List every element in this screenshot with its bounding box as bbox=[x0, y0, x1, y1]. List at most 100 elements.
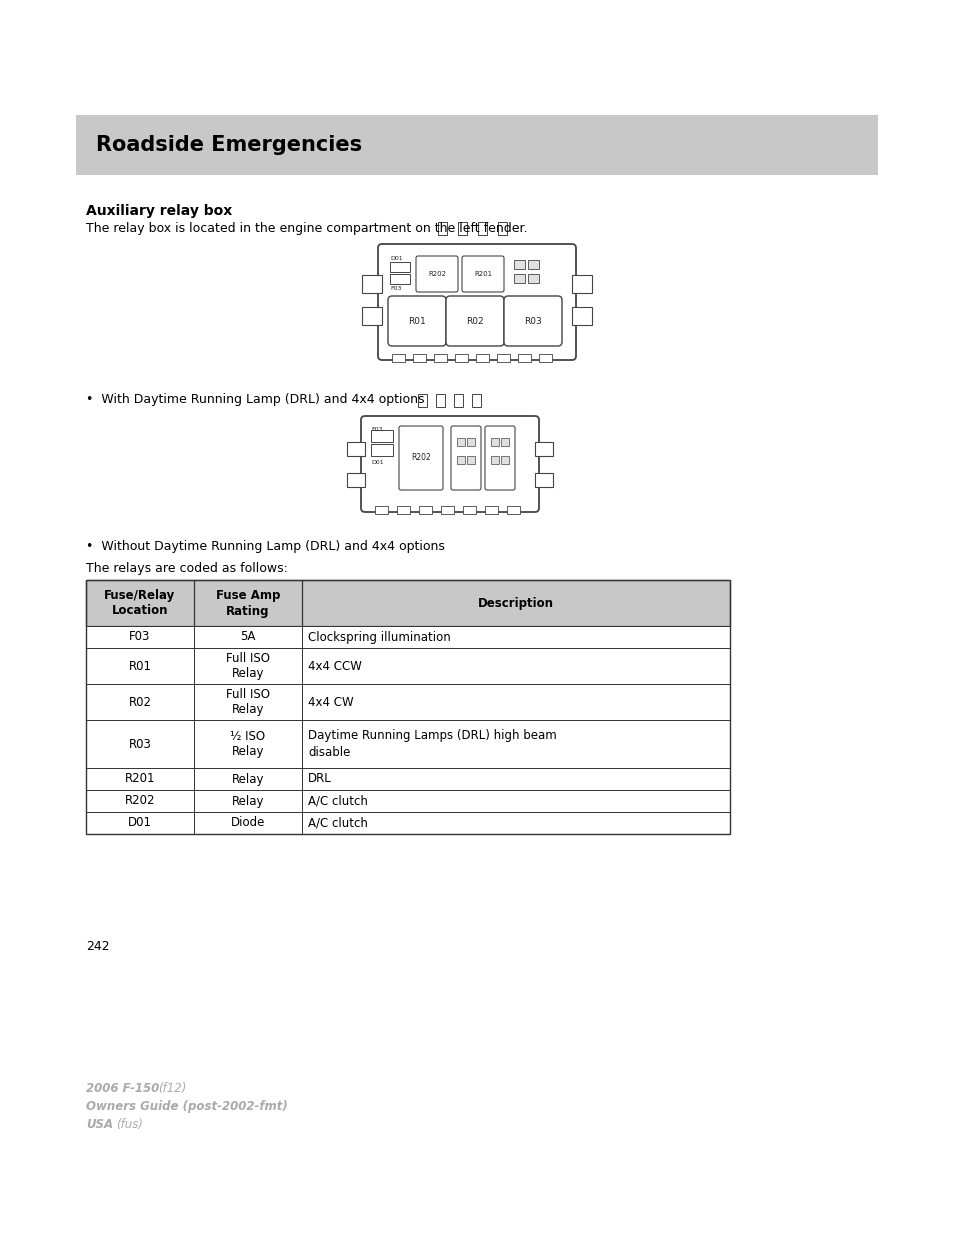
Text: USA: USA bbox=[86, 1118, 113, 1131]
Bar bbox=[484, 506, 497, 514]
Bar bbox=[86, 684, 729, 720]
Text: Owners Guide (post-2002-fmt): Owners Guide (post-2002-fmt) bbox=[86, 1100, 288, 1113]
Bar bbox=[390, 262, 410, 272]
FancyBboxPatch shape bbox=[377, 245, 576, 359]
FancyBboxPatch shape bbox=[446, 296, 503, 346]
Bar bbox=[436, 394, 444, 408]
Bar bbox=[434, 354, 447, 362]
Text: F03: F03 bbox=[371, 427, 382, 432]
FancyBboxPatch shape bbox=[484, 426, 515, 490]
Bar bbox=[361, 275, 381, 293]
Text: R202: R202 bbox=[125, 794, 155, 808]
Text: Relay: Relay bbox=[232, 794, 264, 808]
Bar bbox=[76, 115, 877, 175]
Text: R201: R201 bbox=[474, 270, 492, 277]
Bar bbox=[476, 354, 489, 362]
Bar bbox=[454, 394, 462, 408]
Bar bbox=[456, 438, 464, 446]
Bar bbox=[477, 222, 486, 235]
Bar bbox=[497, 354, 510, 362]
Bar bbox=[86, 720, 729, 768]
Bar bbox=[437, 222, 447, 235]
Text: Full ISO
Relay: Full ISO Relay bbox=[226, 688, 270, 716]
Text: F03: F03 bbox=[130, 631, 151, 643]
Bar bbox=[467, 456, 475, 464]
Bar bbox=[375, 506, 388, 514]
Bar bbox=[527, 274, 538, 283]
Text: 2006 F-150: 2006 F-150 bbox=[86, 1082, 159, 1095]
Bar bbox=[472, 394, 480, 408]
Bar bbox=[86, 790, 729, 811]
Bar bbox=[418, 506, 432, 514]
Text: Relay: Relay bbox=[232, 773, 264, 785]
FancyBboxPatch shape bbox=[360, 416, 538, 513]
Text: 4x4 CW: 4x4 CW bbox=[308, 695, 354, 709]
Bar bbox=[467, 438, 475, 446]
Text: DRL: DRL bbox=[308, 773, 332, 785]
Bar bbox=[506, 506, 519, 514]
Text: R02: R02 bbox=[466, 316, 483, 326]
Text: (f12): (f12) bbox=[158, 1082, 186, 1095]
Text: The relay box is located in the engine compartment on the left fender.: The relay box is located in the engine c… bbox=[86, 222, 527, 235]
Text: •  With Daytime Running Lamp (DRL) and 4x4 options: • With Daytime Running Lamp (DRL) and 4x… bbox=[86, 393, 424, 406]
Text: D01: D01 bbox=[371, 459, 383, 466]
Text: R201: R201 bbox=[125, 773, 155, 785]
Bar bbox=[413, 354, 426, 362]
Bar bbox=[462, 506, 476, 514]
FancyBboxPatch shape bbox=[503, 296, 561, 346]
Bar bbox=[456, 456, 464, 464]
Bar bbox=[497, 222, 506, 235]
Bar bbox=[572, 308, 592, 325]
Bar bbox=[371, 430, 393, 442]
Text: Daytime Running Lamps (DRL) high beam
disable: Daytime Running Lamps (DRL) high beam di… bbox=[308, 730, 557, 758]
Bar bbox=[371, 445, 393, 456]
Text: •  Without Daytime Running Lamp (DRL) and 4x4 options: • Without Daytime Running Lamp (DRL) and… bbox=[86, 540, 444, 553]
Text: Description: Description bbox=[477, 597, 554, 610]
Bar bbox=[396, 506, 410, 514]
FancyBboxPatch shape bbox=[451, 426, 480, 490]
Text: Clockspring illumination: Clockspring illumination bbox=[308, 631, 450, 643]
Text: R01: R01 bbox=[408, 316, 425, 326]
Bar bbox=[417, 394, 427, 408]
Bar bbox=[517, 354, 531, 362]
Bar bbox=[500, 456, 509, 464]
Text: D01: D01 bbox=[128, 816, 152, 830]
Text: 242: 242 bbox=[86, 940, 110, 953]
Bar bbox=[500, 438, 509, 446]
Text: R02: R02 bbox=[129, 695, 152, 709]
Text: The relays are coded as follows:: The relays are coded as follows: bbox=[86, 562, 288, 576]
Text: Diode: Diode bbox=[231, 816, 265, 830]
Bar bbox=[491, 438, 498, 446]
Text: ½ ISO
Relay: ½ ISO Relay bbox=[231, 730, 265, 758]
Text: Fuse Amp
Rating: Fuse Amp Rating bbox=[215, 589, 280, 618]
Bar bbox=[527, 261, 538, 269]
Bar bbox=[535, 473, 553, 487]
Bar bbox=[457, 222, 467, 235]
Text: R202: R202 bbox=[428, 270, 446, 277]
Bar bbox=[390, 274, 410, 284]
Text: (fus): (fus) bbox=[116, 1118, 143, 1131]
Text: R01: R01 bbox=[129, 659, 152, 673]
Bar bbox=[440, 506, 454, 514]
Bar bbox=[86, 580, 729, 834]
Bar bbox=[347, 473, 365, 487]
Bar bbox=[347, 442, 365, 456]
Bar bbox=[538, 354, 552, 362]
FancyBboxPatch shape bbox=[416, 256, 457, 291]
Text: D01: D01 bbox=[390, 256, 402, 261]
Bar bbox=[535, 442, 553, 456]
Bar bbox=[491, 456, 498, 464]
Text: 5A: 5A bbox=[240, 631, 255, 643]
Bar bbox=[86, 626, 729, 648]
FancyBboxPatch shape bbox=[461, 256, 503, 291]
Text: R03: R03 bbox=[129, 737, 152, 751]
Bar bbox=[572, 275, 592, 293]
Text: Fuse/Relay
Location: Fuse/Relay Location bbox=[104, 589, 175, 618]
Bar bbox=[86, 811, 729, 834]
Text: A/C clutch: A/C clutch bbox=[308, 816, 368, 830]
FancyBboxPatch shape bbox=[398, 426, 442, 490]
Bar bbox=[86, 580, 729, 626]
Bar bbox=[514, 261, 524, 269]
Bar bbox=[86, 768, 729, 790]
Bar bbox=[392, 354, 405, 362]
